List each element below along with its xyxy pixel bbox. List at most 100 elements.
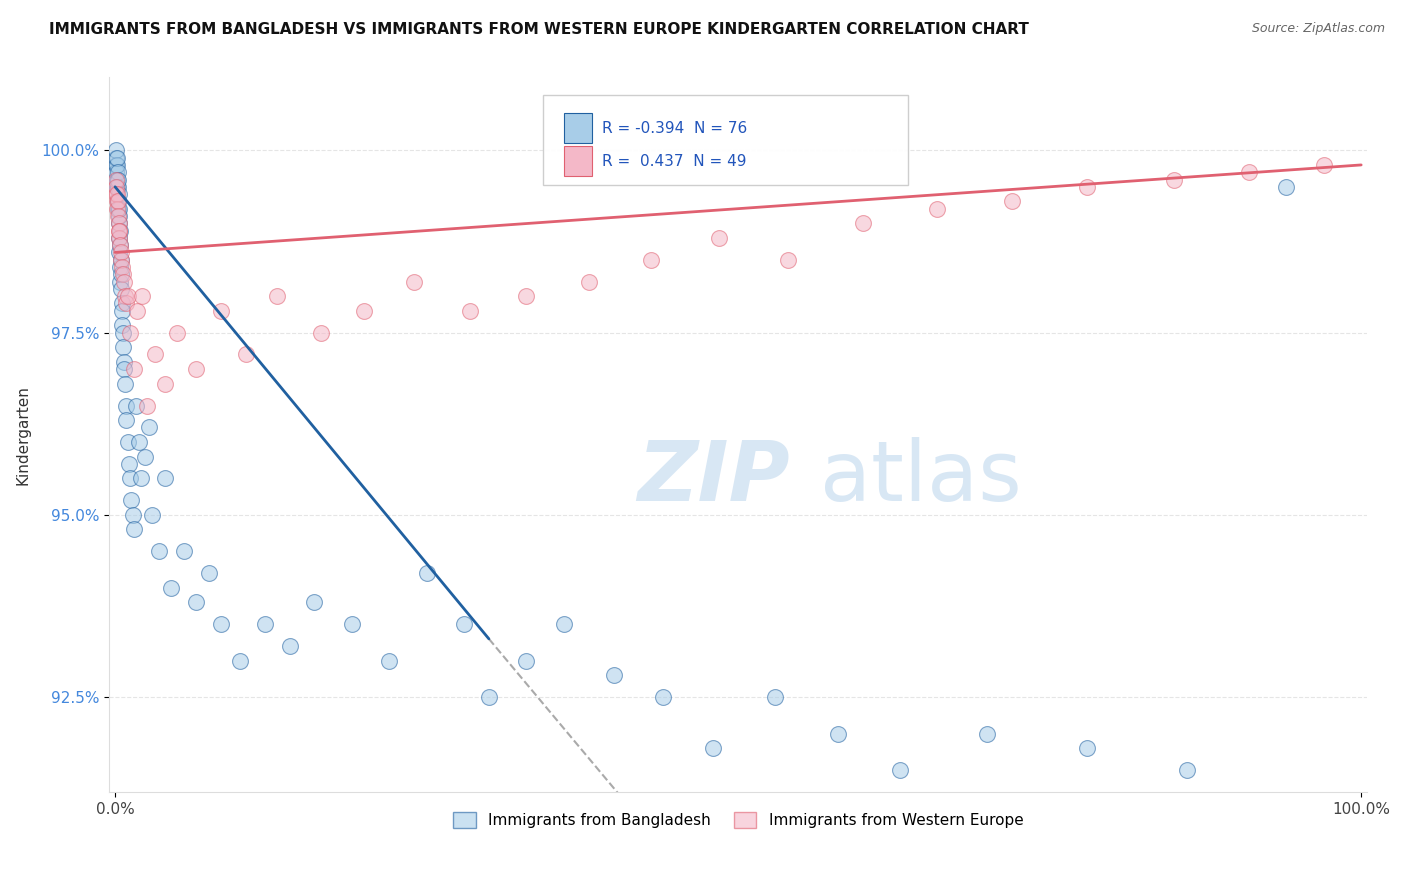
Point xyxy=(404,275,426,289)
Point xyxy=(107,194,129,209)
Point xyxy=(108,209,131,223)
Point xyxy=(776,252,799,267)
Point xyxy=(107,165,129,179)
Point xyxy=(652,690,675,705)
Point xyxy=(173,544,195,558)
Point xyxy=(108,238,131,252)
Point xyxy=(827,726,849,740)
Point xyxy=(115,296,138,310)
Point xyxy=(117,435,139,450)
Point xyxy=(125,399,148,413)
Point xyxy=(108,245,131,260)
Point xyxy=(1076,179,1098,194)
Point xyxy=(353,303,375,318)
Point xyxy=(1076,741,1098,756)
Point xyxy=(118,457,141,471)
Point xyxy=(184,595,207,609)
Point xyxy=(110,282,132,296)
Point xyxy=(143,347,166,361)
Point xyxy=(112,340,135,354)
Point xyxy=(114,376,136,391)
Point xyxy=(235,347,257,361)
Point xyxy=(108,275,131,289)
Point xyxy=(107,216,129,230)
Point xyxy=(108,260,131,274)
Point xyxy=(228,654,250,668)
Point xyxy=(112,275,135,289)
Point xyxy=(1237,165,1260,179)
Text: atlas: atlas xyxy=(820,437,1022,518)
Point xyxy=(105,187,128,202)
FancyBboxPatch shape xyxy=(543,95,908,185)
Point xyxy=(111,326,134,340)
Point xyxy=(112,362,135,376)
Point xyxy=(121,508,143,522)
Point xyxy=(889,763,911,777)
Point xyxy=(105,151,128,165)
Point xyxy=(166,326,188,340)
Point xyxy=(105,202,128,216)
Point xyxy=(111,260,134,274)
Point xyxy=(709,231,731,245)
Point xyxy=(129,471,152,485)
Point xyxy=(553,617,575,632)
Point xyxy=(107,187,129,202)
Point xyxy=(108,223,131,237)
Point xyxy=(105,179,128,194)
Point xyxy=(702,741,724,756)
Point xyxy=(107,231,129,245)
Point xyxy=(118,471,141,485)
Point xyxy=(105,151,128,165)
Point xyxy=(114,399,136,413)
Point xyxy=(852,216,875,230)
Point xyxy=(110,252,132,267)
Point xyxy=(209,617,232,632)
Point xyxy=(105,144,128,158)
Point xyxy=(141,508,163,522)
Point xyxy=(478,690,501,705)
Point xyxy=(278,639,301,653)
Point xyxy=(209,303,232,318)
Point xyxy=(118,326,141,340)
Point xyxy=(1175,763,1198,777)
Point xyxy=(111,303,134,318)
Point xyxy=(105,194,128,209)
Point xyxy=(122,362,145,376)
Point xyxy=(415,566,437,581)
Point xyxy=(105,179,128,194)
Point xyxy=(115,413,138,427)
Point xyxy=(105,172,128,186)
Point xyxy=(127,303,149,318)
Point xyxy=(309,326,332,340)
Point xyxy=(453,617,475,632)
Point xyxy=(340,617,363,632)
Point xyxy=(197,566,219,581)
Text: ZIP: ZIP xyxy=(637,437,790,518)
Point xyxy=(107,194,129,209)
Point xyxy=(515,654,537,668)
Point xyxy=(105,158,128,172)
Point xyxy=(107,172,129,186)
Text: Source: ZipAtlas.com: Source: ZipAtlas.com xyxy=(1251,22,1385,36)
Point xyxy=(927,202,949,216)
Point xyxy=(110,296,132,310)
Text: R = -0.394  N = 76: R = -0.394 N = 76 xyxy=(602,120,748,136)
Point xyxy=(640,252,662,267)
Point xyxy=(110,245,132,260)
Point xyxy=(136,399,159,413)
Point xyxy=(110,252,132,267)
Point xyxy=(1001,194,1024,209)
Point xyxy=(304,595,326,609)
Point xyxy=(138,420,160,434)
Text: R =  0.437  N = 49: R = 0.437 N = 49 xyxy=(602,153,747,169)
Point xyxy=(108,202,131,216)
Point xyxy=(765,690,787,705)
Point xyxy=(111,318,134,333)
Point xyxy=(134,450,156,464)
Point xyxy=(378,654,401,668)
Point xyxy=(107,179,129,194)
Y-axis label: Kindergarten: Kindergarten xyxy=(15,384,30,484)
Point xyxy=(111,268,134,282)
Point xyxy=(105,165,128,179)
Point xyxy=(515,289,537,303)
